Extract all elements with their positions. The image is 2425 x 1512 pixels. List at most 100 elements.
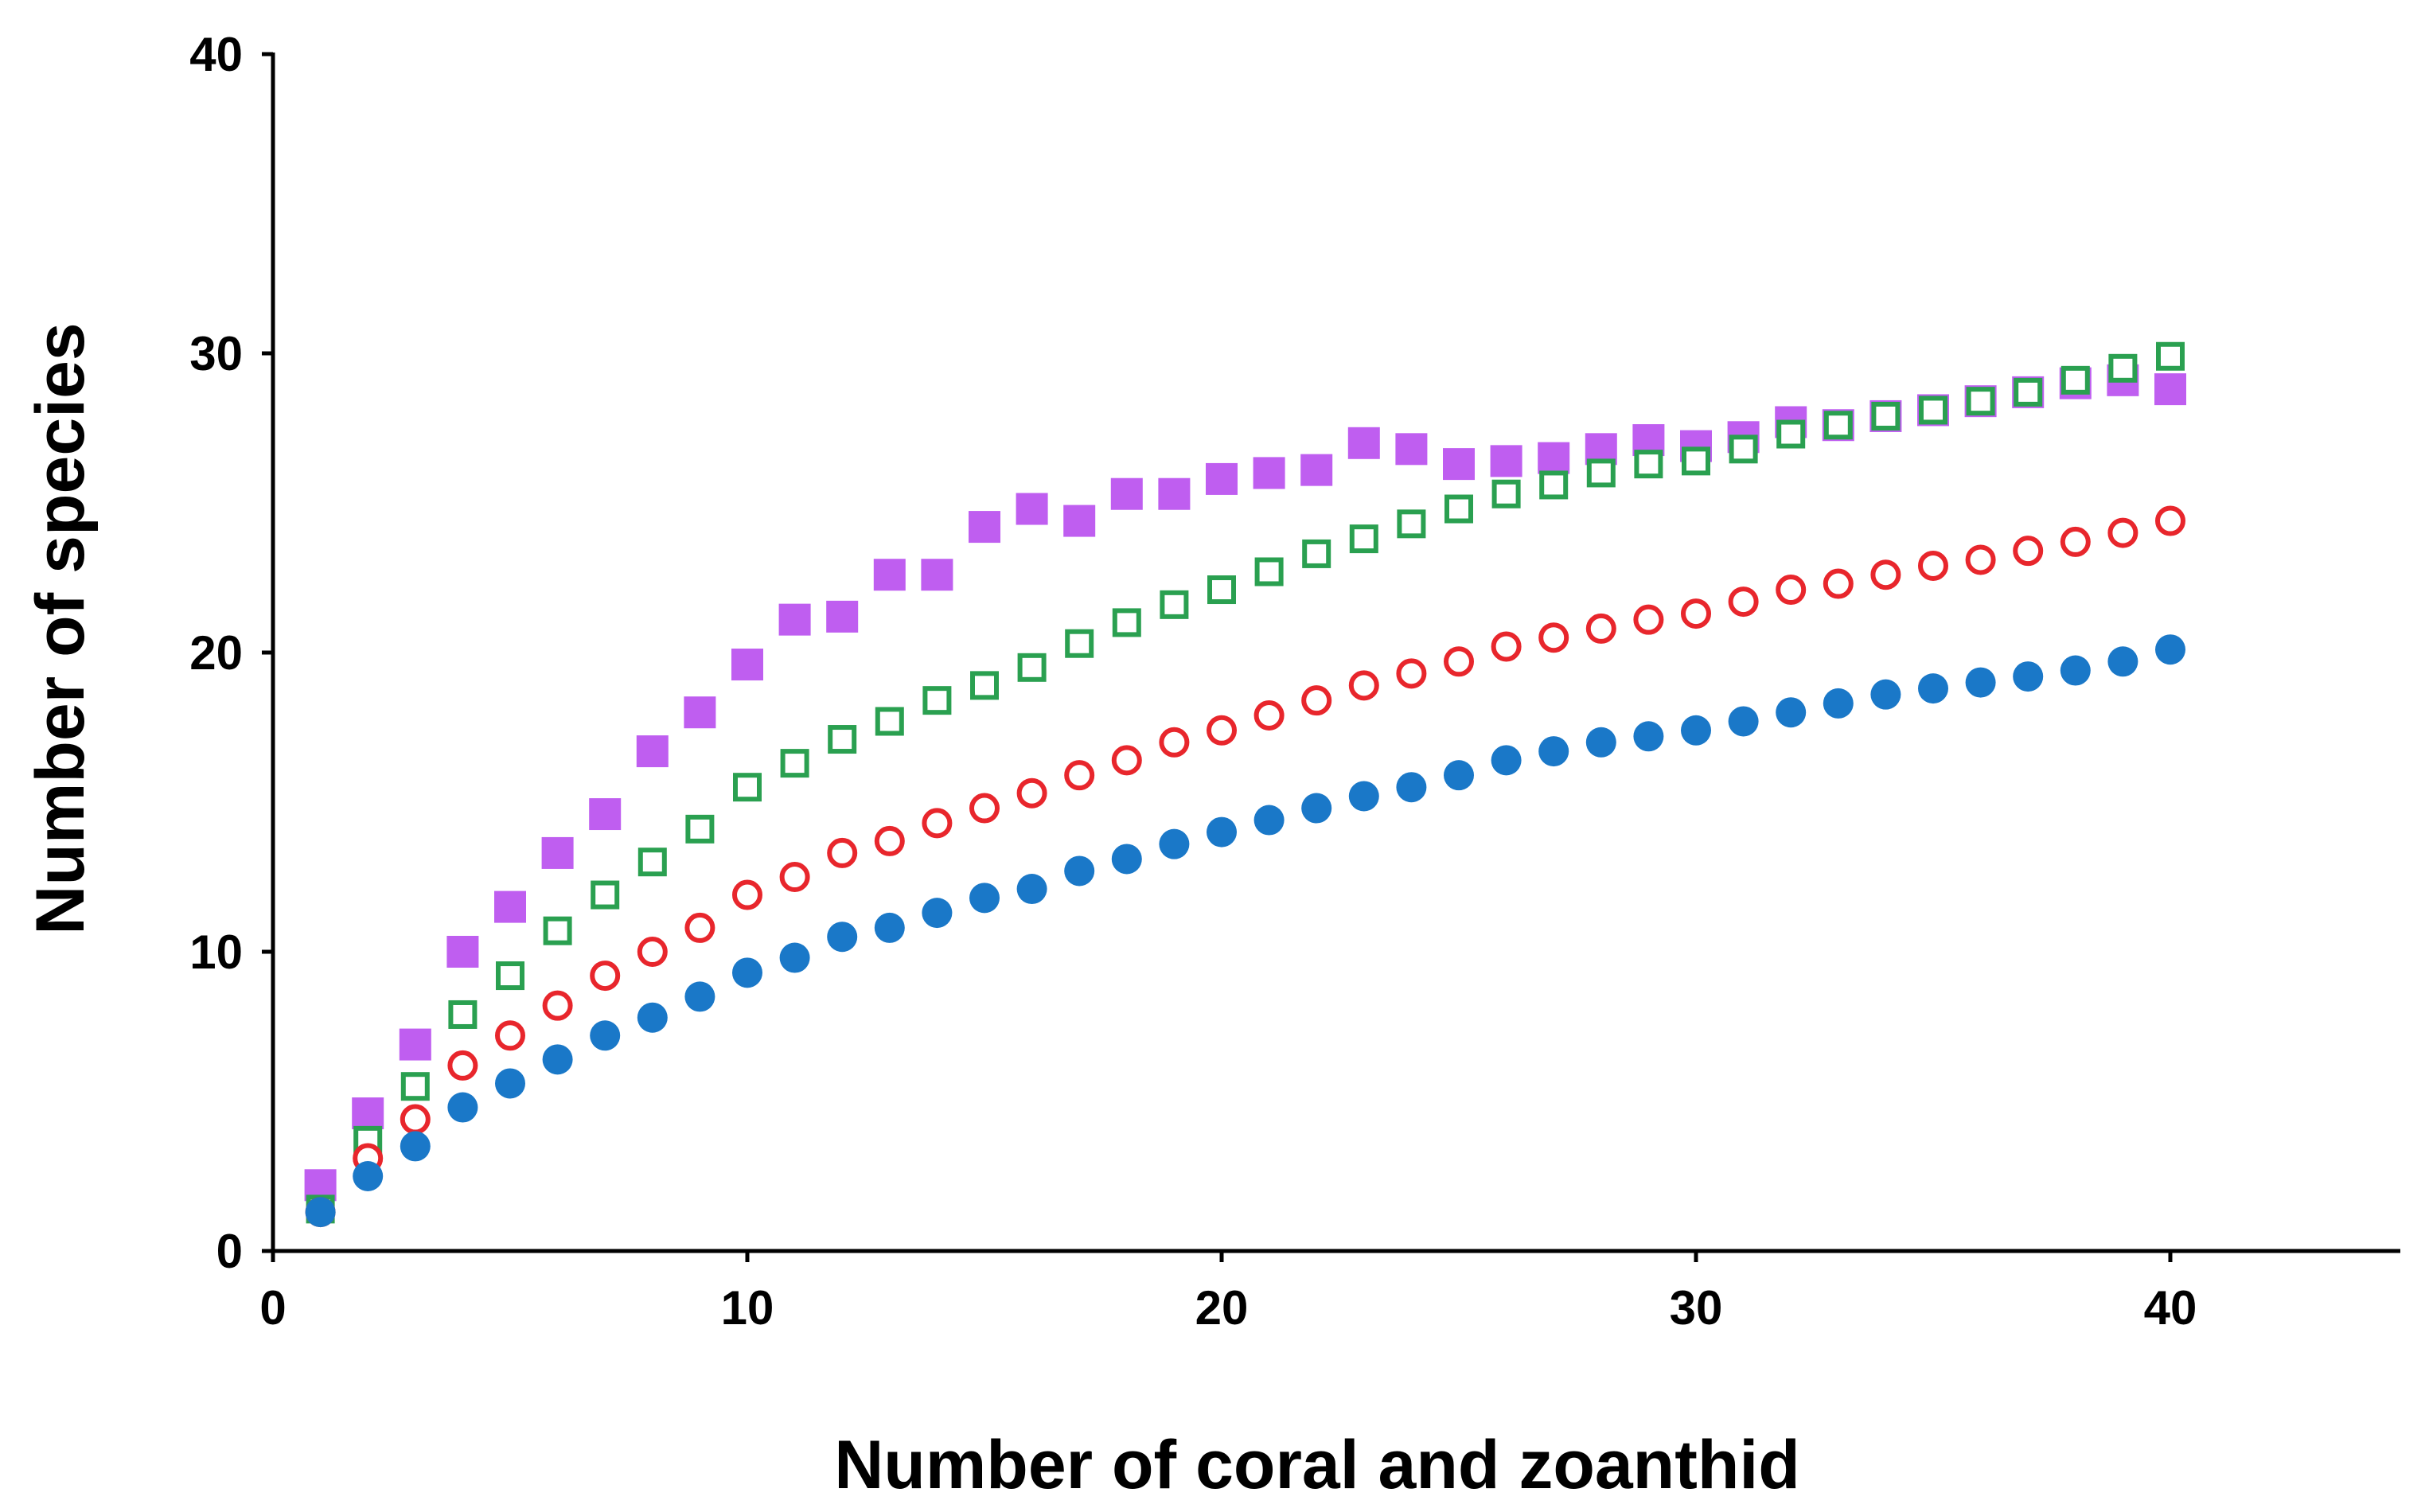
data-point (1918, 550, 1948, 581)
data-point (922, 898, 953, 929)
data-point (1159, 727, 1190, 758)
data-point (541, 836, 574, 869)
data-point (1728, 586, 1759, 618)
data-point (1538, 622, 1569, 653)
x-tick-label: 30 (1670, 1281, 1723, 1335)
data-point (1111, 745, 1142, 776)
data-point (1064, 855, 1095, 887)
data-point (542, 990, 573, 1021)
data-point (637, 937, 668, 967)
data-point (1301, 793, 1332, 824)
data-point (1776, 419, 1806, 449)
data-point (1681, 715, 1711, 746)
data-point (495, 1020, 525, 1051)
x-tick-label: 0 (259, 1281, 286, 1335)
data-point (684, 696, 716, 729)
data-point (1254, 557, 1284, 586)
data-point (2060, 365, 2090, 395)
data-point (1633, 721, 1664, 752)
data-point (447, 1050, 478, 1081)
data-point (590, 961, 621, 992)
y-tick-label: 40 (189, 28, 243, 81)
data-point (637, 848, 667, 877)
data-point (2013, 536, 2044, 567)
data-point (874, 912, 905, 943)
data-point (1396, 772, 1427, 803)
data-point (494, 890, 526, 923)
data-point (1349, 524, 1378, 554)
data-point (1682, 446, 1710, 476)
data-point (399, 1028, 431, 1061)
data-point (875, 707, 904, 736)
data-point (1159, 828, 1190, 859)
data-point (1348, 781, 1379, 812)
data-point (1776, 697, 1807, 728)
data-point (2014, 377, 2043, 407)
data-point (352, 1097, 384, 1130)
y-axis-title: Number of species (22, 322, 99, 934)
data-point (731, 649, 763, 681)
x-tick-label: 20 (1195, 1281, 1249, 1335)
data-point (779, 942, 810, 973)
data-point (1207, 575, 1236, 605)
data-point (685, 814, 715, 844)
data-point (2156, 341, 2185, 371)
data-point (1776, 575, 1807, 606)
data-point (921, 559, 953, 591)
data-point (1207, 715, 1237, 746)
data-point (1016, 493, 1048, 525)
data-point (2155, 505, 2185, 536)
data-point (1112, 608, 1141, 637)
data-point (1017, 653, 1047, 682)
data-point (1870, 559, 1901, 590)
data-point (1491, 631, 1522, 662)
data-point (400, 1131, 431, 1162)
x-tick-label: 10 (721, 1281, 774, 1335)
data-point (446, 936, 479, 968)
y-tick-label: 30 (189, 327, 243, 380)
data-point (590, 1020, 621, 1051)
data-point (2060, 655, 2091, 686)
data-point (1444, 760, 1474, 791)
data-point (1110, 477, 1143, 510)
data-point (1538, 442, 1570, 474)
data-point (1300, 454, 1333, 486)
x-tick-label: 40 (2144, 1281, 2197, 1335)
data-point (969, 511, 1000, 544)
data-point (496, 961, 524, 991)
data-point (1065, 629, 1094, 658)
series-purple-filled-squares (304, 364, 2186, 1202)
data-point (1870, 679, 1901, 710)
data-point (1538, 736, 1569, 767)
series-layer (304, 341, 2186, 1228)
data-point (2154, 373, 2186, 406)
data-point (2107, 646, 2138, 677)
data-point (779, 862, 810, 892)
data-point (1633, 604, 1664, 635)
series-green-open-squares (306, 341, 2185, 1224)
data-point (1823, 411, 1853, 440)
data-point (1396, 658, 1427, 689)
data-point (873, 559, 906, 591)
data-point (2060, 526, 2091, 557)
data-point (1585, 613, 1616, 644)
x-axis-title: Number of coral and zoanthid (834, 1427, 1800, 1503)
ticks: 0 10 20 30 40 0 10 20 30 40 (189, 28, 2197, 1335)
data-point (1444, 646, 1474, 677)
data-point (970, 671, 999, 700)
data-point (1063, 505, 1096, 537)
data-point (1444, 494, 1473, 524)
data-point (1919, 396, 1947, 425)
data-point (1539, 470, 1569, 500)
data-point (733, 773, 762, 802)
data-point (1207, 816, 1237, 848)
data-point (827, 922, 858, 953)
data-point (1729, 435, 1758, 464)
data-point (1491, 745, 1522, 776)
data-point (969, 793, 1000, 824)
data-point (1585, 727, 1616, 758)
data-point (1823, 688, 1854, 719)
data-point (1206, 462, 1238, 495)
data-point (732, 957, 762, 988)
